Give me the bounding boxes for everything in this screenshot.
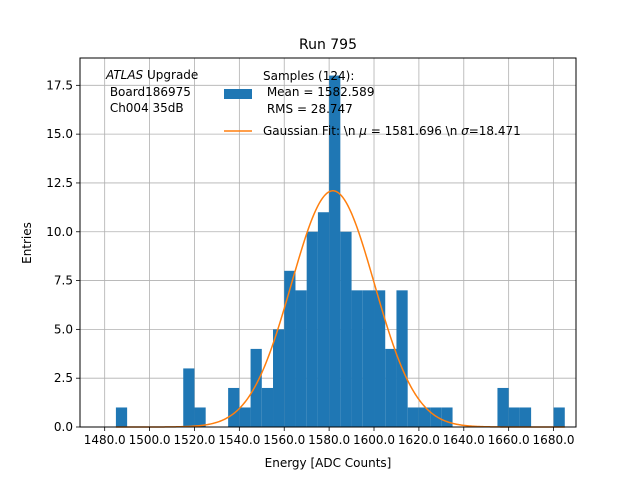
y-tick-label: 10.0 [46,225,73,239]
x-tick-label: 1580.0 [308,433,350,447]
histogram-bar [239,407,251,427]
histogram-bar [441,407,453,427]
y-tick-label: 12.5 [46,176,73,190]
x-tick-label: 1500.0 [129,433,171,447]
histogram-bar [396,290,408,427]
annotation-board: Board186975 [106,85,191,99]
chart-title: Run 795 [299,37,357,53]
legend-fit-suffix: =18.471 [469,124,521,138]
legend-fit-middle: = 1581.696 \n [367,124,461,138]
histogram-bar [340,231,352,427]
legend-histogram-swatch [224,89,252,99]
histogram-bar [273,329,285,427]
x-tick-label: 1540.0 [218,433,260,447]
legend-samples: Samples (124): [263,69,354,83]
histogram-bar [351,290,363,427]
histogram-bar [183,368,195,427]
histogram-bar [306,231,318,427]
histogram-bar [228,387,240,427]
histogram-bar [497,387,509,427]
histogram-bar [508,407,520,427]
atlas-annotation: ATLAS Upgrade Board186975 Ch004 35dB [105,68,198,115]
plot-frame [79,57,577,428]
y-tick-label: 17.5 [46,78,73,92]
x-tick-label: 1600.0 [353,433,395,447]
x-tick-label: 1680.0 [533,433,575,447]
y-tick-label: 0.0 [54,420,73,434]
x-tick-label: 1480.0 [84,433,126,447]
x-tick-label: 1620.0 [398,433,440,447]
x-axis-label: Energy [ADC Counts] [265,456,392,470]
histogram-bar [430,407,442,427]
histogram-bar [374,290,386,427]
histogram-bar [418,407,431,427]
legend-rms: RMS = 28.747 [263,102,353,116]
legend-fit-label: Gaussian Fit: \n μ = 1581.696 \n σ=18.47… [263,124,521,138]
histogram-bar [553,407,565,427]
histogram-bar [115,407,128,427]
atlas-label: ATLAS [105,68,144,82]
y-axis-ticks: 0.0 2.5 5.0 7.5 10.0 12.5 15.0 17.5 [46,78,80,434]
y-axis-label: Entries [20,222,34,264]
x-tick-label: 1560.0 [263,433,305,447]
mu-symbol: μ [358,124,367,138]
histogram-bar [407,407,419,427]
annotation-line-1: ATLAS Upgrade [105,68,198,82]
upgrade-label: Upgrade [143,68,198,82]
y-tick-label: 7.5 [54,274,73,288]
y-tick-label: 2.5 [54,371,73,385]
legend: Samples (124): Mean = 1582.589 RMS = 28.… [224,69,521,138]
annotation-channel: Ch004 35dB [106,101,184,115]
x-tick-label: 1640.0 [443,433,485,447]
histogram-bar [519,407,532,427]
histogram-bar [250,348,262,427]
y-tick-label: 15.0 [46,127,73,141]
sigma-symbol: σ [461,124,469,138]
histogram-bar [329,75,341,428]
legend-mean: Mean = 1582.589 [263,85,374,99]
y-tick-label: 5.0 [54,322,73,336]
histogram-bars [115,75,565,428]
histogram-bar [362,290,375,427]
histogram-bar [194,407,206,427]
x-tick-label: 1660.0 [488,433,530,447]
histogram-bar [261,387,274,427]
histogram-bar [317,212,330,427]
x-axis-ticks: 1480.0 1500.0 1520.0 1540.0 1560.0 1580.0 1600… [84,427,575,447]
histogram-bar [385,348,397,427]
histogram-bar [295,290,307,427]
x-tick-label: 1520.0 [173,433,215,447]
histogram-bar [284,270,296,427]
legend-fit-prefix: Gaussian Fit: \n [263,124,359,138]
